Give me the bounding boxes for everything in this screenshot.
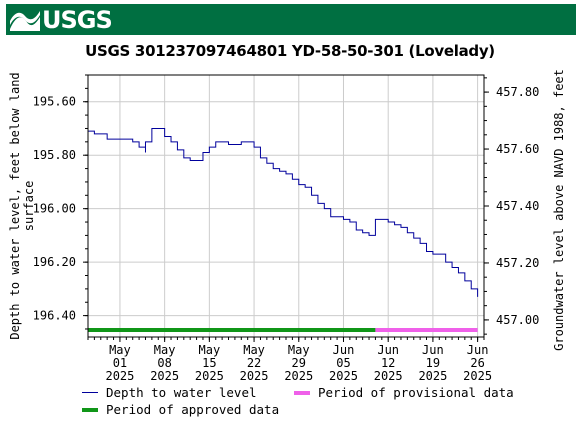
series-group <box>88 127 479 297</box>
x-tick-label: 01 <box>113 356 127 370</box>
usgs-banner: USGS <box>6 4 576 35</box>
legend-swatch-approved <box>82 407 98 412</box>
legend: Depth to water level Period of provision… <box>80 385 560 425</box>
right-axis-ticks: 457.80 457.60 457.40 457.20 457.00 <box>484 77 539 335</box>
right-axis-label: Groundwater level above NAVD 1988, feet <box>552 69 566 351</box>
usgs-logo-text: USGS <box>42 5 113 34</box>
legend-label-provisional: Period of provisional data <box>318 385 514 400</box>
left-tick-label: 196.40 <box>33 309 76 323</box>
left-tick-label: 195.80 <box>33 148 76 162</box>
usgs-logo: USGS <box>10 5 113 34</box>
x-tick-label: Jun <box>333 343 355 357</box>
left-tick-label: 195.60 <box>33 95 76 109</box>
left-tick-label: 196.20 <box>33 255 76 269</box>
left-tick-label: 196.00 <box>33 202 76 216</box>
usgs-wave-icon <box>10 10 40 31</box>
x-tick-label: 2025 <box>150 369 179 383</box>
x-tick-label: 2025 <box>329 369 358 383</box>
x-tick-label: 05 <box>336 356 350 370</box>
plot-frame <box>87 74 485 338</box>
x-tick-label: 2025 <box>374 369 403 383</box>
x-tick-label: 26 <box>470 356 484 370</box>
x-tick-label: 2025 <box>195 369 224 383</box>
x-tick-label: 15 <box>202 356 216 370</box>
x-tick-label: Jun <box>467 343 489 357</box>
x-tick-label: 2025 <box>284 369 313 383</box>
left-axis-ticks: 195.60 195.80 196.00 196.20 196.40 <box>33 74 88 330</box>
left-axis-label: Depth to water level, feet below land <box>8 72 22 339</box>
x-tick-label: May <box>243 343 265 357</box>
x-tick-label: Jun <box>422 343 444 357</box>
legend-swatch-depth <box>82 392 98 393</box>
x-tick-label: 22 <box>247 356 261 370</box>
x-tick-label: May <box>199 343 221 357</box>
legend-label-approved: Period of approved data <box>106 402 280 417</box>
legend-item-provisional: Period of provisional data <box>294 385 514 400</box>
legend-item-approved: Period of approved data <box>82 402 279 417</box>
x-tick-label: 29 <box>292 356 306 370</box>
right-tick-label: 457.40 <box>496 199 539 213</box>
right-tick-label: 457.20 <box>496 256 539 270</box>
x-tick-label: May <box>109 343 131 357</box>
legend-item-depth: Depth to water level <box>82 385 257 400</box>
right-tick-label: 457.00 <box>496 313 539 327</box>
x-tick-label: 08 <box>157 356 171 370</box>
x-tick-label: May <box>288 343 310 357</box>
legend-swatch-provisional <box>294 390 310 395</box>
x-tick-label: May <box>154 343 176 357</box>
x-tick-label: 2025 <box>105 369 134 383</box>
right-tick-label: 457.60 <box>496 142 539 156</box>
right-tick-label: 457.80 <box>496 85 539 99</box>
x-tick-label: 19 <box>426 356 440 370</box>
x-tick-label: 2025 <box>463 369 492 383</box>
legend-label-depth: Depth to water level <box>106 385 257 400</box>
x-tick-label: 2025 <box>240 369 269 383</box>
x-tick-label: Jun <box>377 343 399 357</box>
series-line <box>88 127 479 297</box>
x-tick-label: 2025 <box>418 369 447 383</box>
chart-title: USGS 301237097464801 YD-58-50-301 (Lovel… <box>85 42 495 60</box>
left-axis-label-line2: surface <box>22 181 36 232</box>
x-tick-label: 12 <box>381 356 395 370</box>
grid-lines <box>88 75 484 337</box>
x-axis-ticks: May012025May082025May152025May222025May2… <box>87 337 492 383</box>
